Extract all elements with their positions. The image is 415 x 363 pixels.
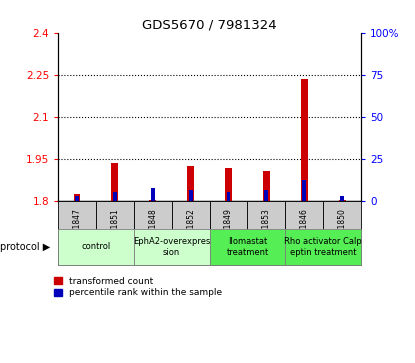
Bar xyxy=(113,192,117,201)
Bar xyxy=(58,201,96,265)
Text: GSM1261850: GSM1261850 xyxy=(338,208,347,259)
Text: EphA2-overexpres
sion: EphA2-overexpres sion xyxy=(133,237,210,257)
Bar xyxy=(340,196,344,201)
Bar xyxy=(210,229,286,265)
Text: Rho activator Calp
eptin treatment: Rho activator Calp eptin treatment xyxy=(284,237,362,257)
Bar xyxy=(286,201,323,265)
Bar xyxy=(301,79,308,201)
Bar xyxy=(323,201,361,265)
Bar xyxy=(263,171,270,201)
Bar xyxy=(75,196,79,201)
Text: protocol ▶: protocol ▶ xyxy=(0,242,50,252)
Text: control: control xyxy=(81,242,110,251)
Text: GSM1261846: GSM1261846 xyxy=(300,208,309,259)
Bar xyxy=(210,201,247,265)
Bar xyxy=(264,191,268,201)
Title: GDS5670 / 7981324: GDS5670 / 7981324 xyxy=(142,19,277,32)
Bar xyxy=(187,166,194,201)
Bar xyxy=(339,200,346,201)
Bar xyxy=(134,229,210,265)
Bar xyxy=(151,188,155,201)
Bar xyxy=(172,201,210,265)
Bar xyxy=(134,201,172,265)
Text: GSM1261851: GSM1261851 xyxy=(110,208,120,258)
Text: GSM1261849: GSM1261849 xyxy=(224,208,233,259)
Legend: transformed count, percentile rank within the sample: transformed count, percentile rank withi… xyxy=(54,277,222,297)
Bar xyxy=(96,201,134,265)
Bar xyxy=(303,180,306,201)
Bar xyxy=(149,200,156,201)
Text: GSM1261847: GSM1261847 xyxy=(73,208,81,259)
Text: GSM1261848: GSM1261848 xyxy=(148,208,157,258)
Bar xyxy=(286,229,361,265)
Text: Ilomastat
treatment: Ilomastat treatment xyxy=(226,237,269,257)
Bar xyxy=(189,191,193,201)
Bar xyxy=(73,195,81,201)
Bar xyxy=(58,229,134,265)
Text: GSM1261853: GSM1261853 xyxy=(262,208,271,259)
Bar xyxy=(227,192,230,201)
Bar xyxy=(225,168,232,201)
Bar xyxy=(247,201,285,265)
Text: GSM1261852: GSM1261852 xyxy=(186,208,195,258)
Bar xyxy=(112,163,118,201)
